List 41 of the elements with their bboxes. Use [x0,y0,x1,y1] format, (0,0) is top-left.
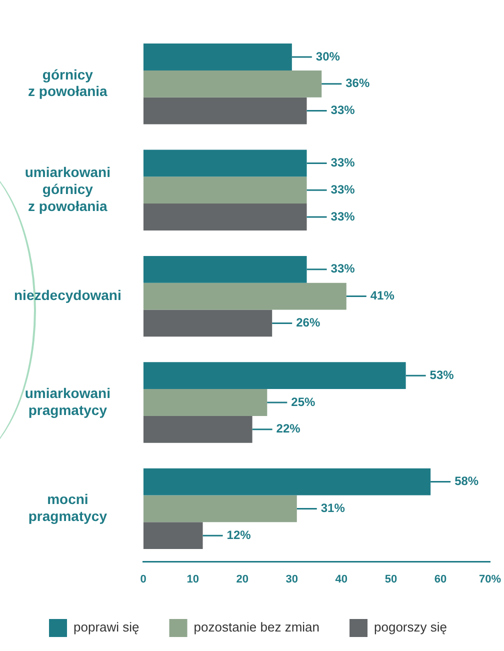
x-tick-label: 0 [140,573,146,586]
y-tick-label: umiarkowani górnicy z powołania [24,164,110,214]
data-label: 26% [296,316,320,330]
x-tick-label: 70% [478,573,502,586]
data-label: 33% [330,209,356,224]
data-label: 30% [316,49,340,64]
data-label: 33% [330,156,356,170]
data-label: 41% [370,288,395,303]
bar [143,282,346,310]
x-tick-label: 30 [286,573,298,586]
y-tick-label: górnicy z powołania [28,66,108,100]
x-tick-label: 20 [236,573,249,586]
legend-label: pogorszy się [374,620,447,635]
y-tick-label: niezdecydowani [14,287,122,304]
data-label: 31% [320,501,346,516]
bar [143,522,203,550]
bar [143,70,322,98]
y-tick-label: mocni pragmatycy [28,491,108,524]
legend-label: poprawi się [74,620,140,635]
bar [143,176,307,204]
bar [143,310,272,337]
x-tick-label: 40 [335,573,348,586]
x-tick-label: 10 [186,573,199,586]
bar [143,97,307,124]
legend-label: pozostanie bez zmian [194,620,320,635]
data-label: 53% [430,368,454,382]
bar [143,389,268,416]
y-tick-label: umiarkowani pragmatycy [24,384,110,418]
x-tick-label: 60 [434,573,447,586]
bar [143,204,307,230]
data-label: 58% [454,474,479,488]
data-label: 22% [276,422,301,436]
x-tick-label: 50 [384,573,398,586]
data-label: 33% [330,262,356,276]
data-label: 33% [330,182,356,196]
data-label: 25% [291,394,316,409]
bar [143,495,297,522]
bar [143,416,252,443]
data-label: 33% [330,103,356,118]
data-label: 36% [346,76,370,90]
data-label: 12% [226,528,252,542]
